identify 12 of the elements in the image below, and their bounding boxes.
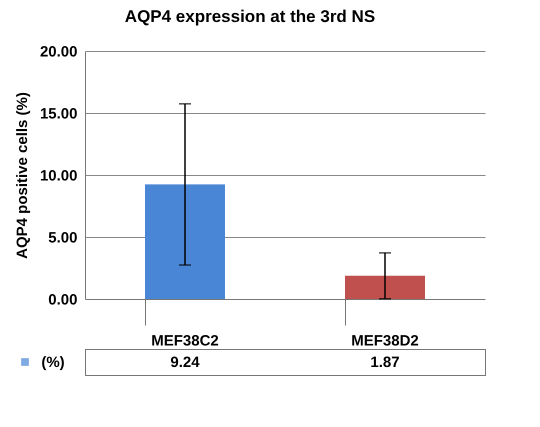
y-tick-label: 0.00 — [48, 292, 78, 308]
y-axis-title: AQP4 positive cells (%) — [14, 92, 31, 259]
x-tick-label: MEF38C2 — [151, 332, 219, 350]
legend-label: (%) — [41, 354, 65, 371]
y-tick-label: 20.00 — [40, 44, 78, 60]
x-tick-label: MEF38D2 — [351, 332, 419, 350]
data-label: 1.87 — [370, 354, 400, 371]
data-label: 9.24 — [170, 354, 200, 371]
chart-title: AQP4 expression at the 3rd NS — [124, 7, 376, 26]
y-tick-label: 5.00 — [48, 230, 78, 246]
y-tick-label: 15.00 — [40, 106, 78, 122]
y-tick-label: 10.00 — [40, 168, 78, 184]
